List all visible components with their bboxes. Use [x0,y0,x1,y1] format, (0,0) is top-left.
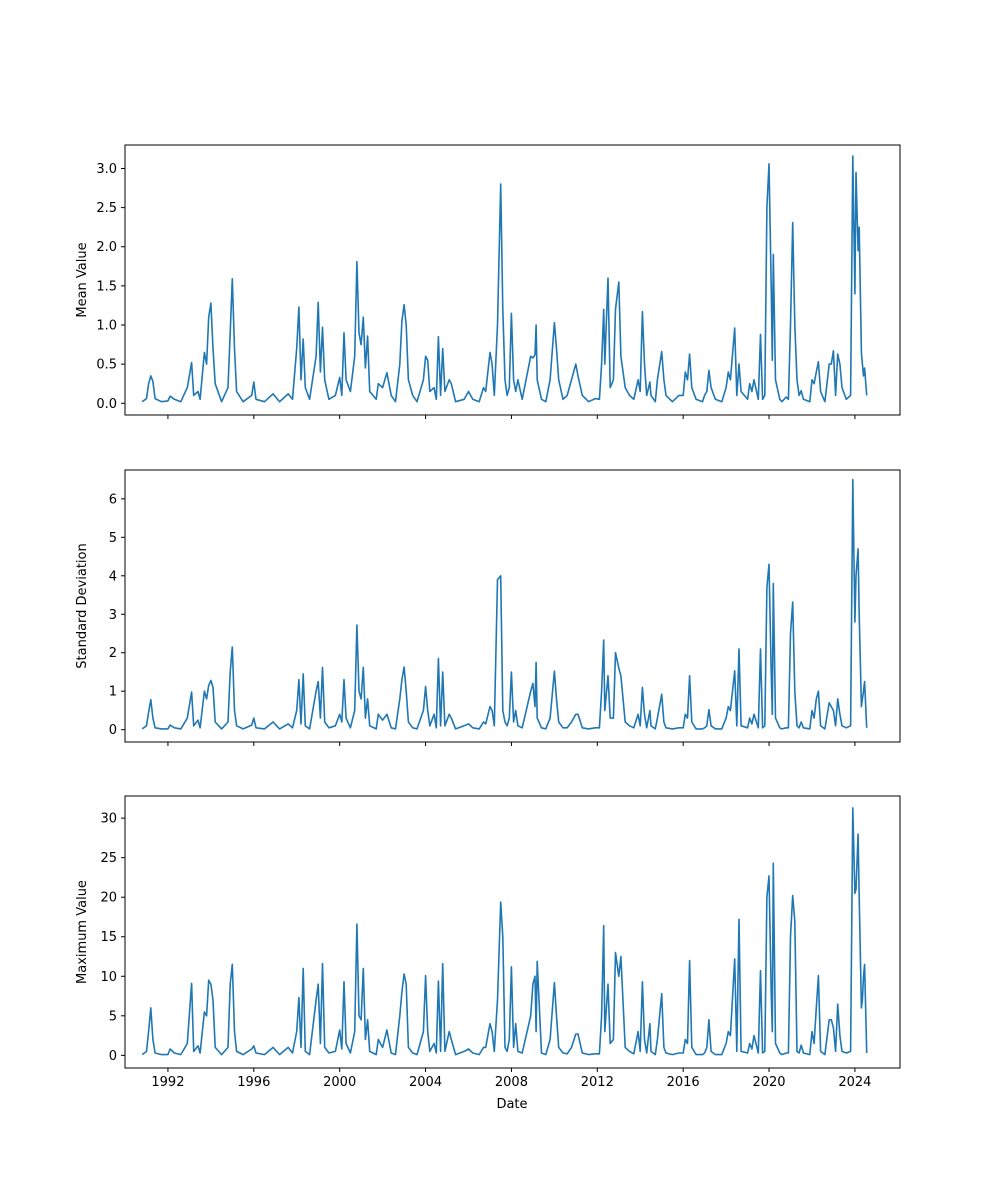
y-axis-label: Standard Deviation [75,543,90,668]
series-line-3 [141,807,868,1056]
axes-frame-1 [124,144,901,416]
y-tick-label: 30 [100,812,117,827]
x-axis-label: Date [496,1097,527,1112]
y-tick-label: 2.0 [96,240,117,255]
y-tick-label: 0 [109,1049,117,1064]
y-tick-label: 1.0 [96,319,117,334]
y-tick-label: 6 [109,492,117,507]
axes-frame-3 [124,795,901,1069]
y-tick-label: 0 [109,723,117,738]
x-tick-label: 2020 [752,1075,785,1090]
x-tick-label: 2012 [581,1075,614,1090]
x-tick-label: 1992 [151,1075,184,1090]
x-tick-label: 2024 [838,1075,871,1090]
y-tick-label: 5 [109,531,117,546]
subplot-2: 0 1 2 3 4 5 6 Standard Deviation [75,469,901,746]
y-tick-label: 1 [109,685,117,700]
subplot-1: 0.0 0.5 1.0 1.5 2.0 2.5 3.0 Mean Value [75,144,901,419]
x-tick-label: 1996 [237,1075,270,1090]
series-line-2 [141,478,868,730]
x-tick-label: 2000 [323,1075,356,1090]
y-axis-label: Maximum Value [75,880,90,984]
y-tick-label: 4 [109,569,117,584]
y-tick-label: 0.5 [96,358,117,373]
y-tick-label: 3 [109,608,117,623]
y-tick-label: 0.0 [96,397,117,412]
y-tick-label: 1.5 [96,279,117,294]
y-tick-label: 2 [109,646,117,661]
axes-frame-2 [124,469,901,743]
series-line-1 [141,155,868,403]
x-tick-label: 2016 [667,1075,700,1090]
y-tick-label: 5 [109,1009,117,1024]
x-tick-label: 2008 [495,1075,528,1090]
y-tick-label: 25 [100,851,117,866]
y-tick-label: 3.0 [96,162,117,177]
subplot-3: 0 5 10 15 20 25 30 1992 1996 2000 2004 2008 2012 2016… [75,795,901,1090]
y-tick-label: 20 [100,891,117,906]
y-tick-label: 10 [100,970,117,985]
y-tick-label: 15 [100,930,117,945]
y-axis-label: Mean Value [75,242,90,317]
y-tick-label: 2.5 [96,201,117,216]
x-tick-label: 2004 [409,1075,442,1090]
